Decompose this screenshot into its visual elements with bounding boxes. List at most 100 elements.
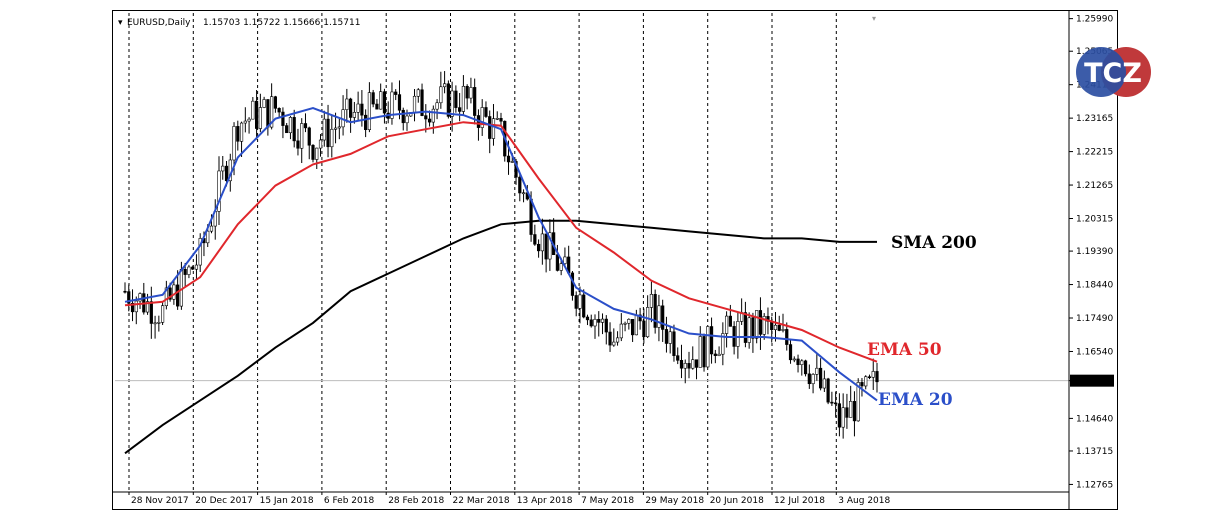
- candle-body: [555, 254, 560, 271]
- candle-body: [751, 317, 755, 339]
- candle-body: [830, 401, 834, 404]
- candle-body: [664, 329, 669, 344]
- candle-body: [533, 234, 537, 245]
- candle-body: [149, 301, 153, 324]
- candle-body: [642, 320, 646, 338]
- annotation-sma-200: SMA 200: [891, 233, 977, 253]
- candle-body: [405, 115, 409, 124]
- y-tick-label: 1.16540: [1076, 347, 1113, 357]
- candle-body: [303, 123, 308, 129]
- candle-body: [127, 291, 131, 304]
- series-line-ema-50: [124, 121, 878, 363]
- candle-body: [792, 358, 796, 361]
- candle-body: [160, 305, 165, 323]
- candle-body: [153, 322, 157, 325]
- candle-body: [371, 92, 375, 105]
- candle-body: [849, 401, 853, 418]
- candle-body: [649, 294, 653, 308]
- candle-body: [521, 192, 526, 195]
- candle-body: [864, 376, 868, 387]
- candle-body: [585, 316, 590, 321]
- candle-body: [435, 102, 439, 110]
- candle-body: [375, 103, 379, 110]
- candle-body: [281, 111, 285, 126]
- candle-body: [871, 371, 875, 378]
- candle-body: [187, 266, 191, 275]
- candle-body: [469, 87, 473, 99]
- candle-body: [578, 294, 582, 309]
- y-tick-label: 1.14640: [1076, 414, 1113, 424]
- candle-body: [239, 122, 244, 142]
- candle-body: [818, 367, 823, 389]
- candle-body: [852, 401, 857, 422]
- chart-area[interactable]: 1.259901.250651.241151.231651.222151.212…: [113, 11, 1117, 509]
- y-tick-label: 1.19390: [1076, 247, 1113, 257]
- candle-body: [529, 198, 533, 235]
- candle-body: [258, 107, 262, 129]
- candle-body: [563, 256, 567, 264]
- candle-body: [439, 86, 443, 104]
- annotation-ema-50: EMA 50: [867, 340, 942, 360]
- candle-body: [593, 318, 597, 327]
- candle-body: [691, 359, 695, 369]
- candle-body: [349, 98, 353, 118]
- candle-body: [717, 353, 721, 356]
- y-tick-label: 1.17490: [1076, 314, 1113, 324]
- candle-body: [807, 373, 811, 385]
- candle-body: [465, 85, 469, 99]
- candle-body: [450, 90, 454, 117]
- candle-body: [777, 324, 781, 331]
- candle-body: [352, 112, 356, 118]
- candle-body: [130, 302, 135, 313]
- x-tick-label: 7 May 2018: [581, 496, 634, 506]
- candle-body: [484, 107, 488, 117]
- candle-body: [506, 155, 511, 163]
- candle-body: [379, 91, 383, 110]
- candle-body: [307, 127, 311, 146]
- chart-menu-icon[interactable]: ▾: [118, 18, 123, 28]
- candle-body: [442, 83, 447, 88]
- candle-body: [270, 96, 274, 128]
- candle-body: [364, 114, 368, 130]
- candle-body: [333, 127, 338, 130]
- candle-body: [277, 108, 281, 113]
- candle-body: [540, 233, 544, 252]
- y-tick-label: 1.22215: [1076, 148, 1113, 158]
- candle-body: [589, 319, 593, 327]
- logo-text: TCZ: [1084, 58, 1142, 89]
- candle-body: [781, 329, 785, 331]
- candle-body: [676, 355, 680, 361]
- candle-body: [164, 287, 168, 307]
- candle-body: [788, 344, 793, 361]
- candle-body: [860, 382, 864, 387]
- candle-body: [762, 316, 766, 335]
- chart-header-ohlc: 1.15703 1.15722 1.15666 1.15711: [203, 18, 360, 28]
- candle-body: [724, 315, 729, 334]
- candle-body: [243, 120, 247, 124]
- candle-body: [461, 85, 466, 112]
- candle-body: [288, 117, 293, 134]
- current-price-label: 1.15711: [1076, 377, 1113, 387]
- candle-body: [311, 144, 315, 160]
- candle-body: [544, 233, 548, 260]
- candle-body: [811, 374, 815, 385]
- candle-body: [837, 403, 841, 428]
- candle-body: [559, 263, 563, 271]
- candle-body: [822, 378, 826, 389]
- x-tick-label: 6 Feb 2018: [324, 496, 375, 506]
- candle-body: [300, 123, 304, 149]
- candle-body: [604, 318, 608, 333]
- candle-body: [679, 359, 684, 369]
- candle-body: [683, 363, 687, 369]
- candle-body: [510, 161, 514, 163]
- candle-body: [702, 336, 706, 368]
- candle-body: [841, 407, 845, 428]
- candle-body: [337, 126, 341, 129]
- candle-body: [247, 118, 251, 122]
- x-tick-label: 20 Jun 2018: [710, 496, 764, 506]
- candle-body: [815, 367, 819, 375]
- candle-body: [382, 91, 387, 114]
- scroll-marker-icon[interactable]: ▾: [872, 14, 876, 23]
- candle-body: [709, 326, 714, 355]
- candle-body: [826, 378, 830, 403]
